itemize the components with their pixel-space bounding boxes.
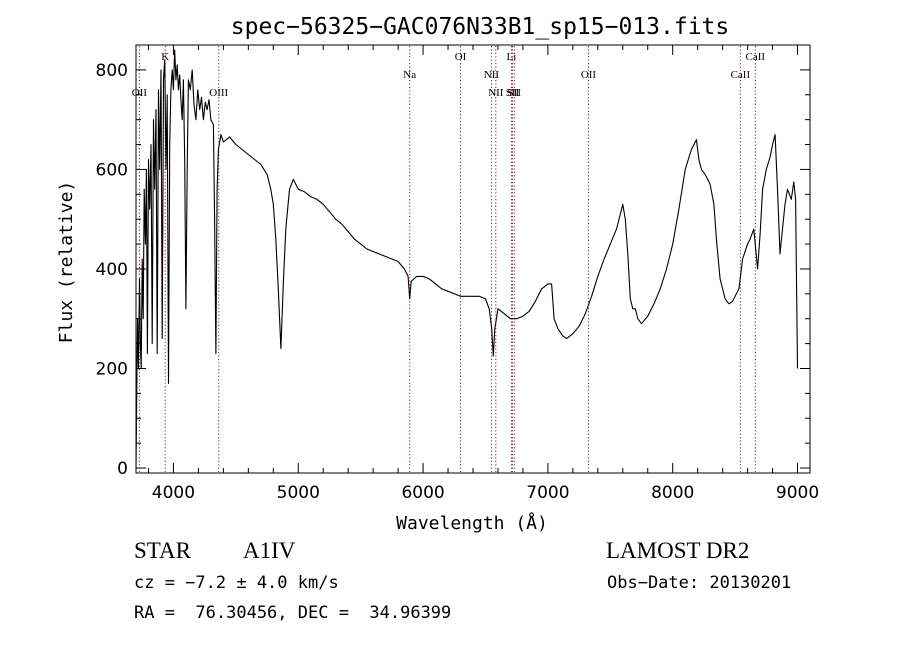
x-tick-label-3: 7000 (526, 483, 569, 503)
coordinates-readout: RA = 76.30456, DEC = 34.96399 (134, 603, 452, 623)
redshift-readout: cz = −7.2 ± 4.0 km/s (134, 573, 339, 593)
axes: 4000 5000 6000 7000 8000 9000 0 200 400 600 800 (96, 45, 819, 503)
marker-label-6: NII (488, 87, 504, 99)
spectrum-line-0 (135, 49, 799, 469)
y-tick-label-0: 0 (117, 459, 128, 479)
y-tick-label-1: 200 (96, 359, 128, 379)
marker-label-11: CaII (731, 69, 751, 81)
marker-label-8: SII (506, 87, 520, 99)
object-class: STAR (134, 538, 191, 563)
survey-label: LAMOST DR2 (606, 538, 750, 563)
marker-label-7: Li (507, 51, 517, 63)
x-tick-label-0: 4000 (152, 483, 195, 503)
chart-title: spec−56325−GAC076N33B1_sp15−013.fits (231, 14, 730, 40)
series-layer (135, 49, 799, 469)
marker-label-2: OIII (209, 87, 228, 99)
object-subclass: A1IV (243, 538, 296, 563)
marker-label-5: NII (484, 69, 500, 81)
x-axis-label: Wavelength (Å) (396, 512, 548, 534)
marker-label-3: Na (403, 69, 416, 81)
marker-label-9: SII (508, 87, 522, 99)
y-tick-label-4: 800 (96, 61, 128, 81)
marker-label-1: K (161, 51, 169, 63)
y-tick-label-3: 600 (96, 160, 128, 180)
observation-date: Obs−Date: 20130201 (607, 573, 792, 593)
x-tick-label-5: 9000 (776, 483, 819, 503)
x-tick-label-2: 6000 (401, 483, 444, 503)
marker-label-4: OI (455, 51, 467, 63)
plot-frame (135, 44, 811, 474)
y-axis-label: Flux (relative) (56, 181, 77, 344)
marker-label-12: CaII (746, 51, 766, 63)
y-tick-label-2: 400 (96, 260, 128, 280)
x-tick-label-1: 5000 (277, 483, 320, 503)
marker-label-10: OII (581, 69, 597, 81)
x-tick-label-4: 8000 (651, 483, 694, 503)
marker-label-0: OII (132, 87, 148, 99)
